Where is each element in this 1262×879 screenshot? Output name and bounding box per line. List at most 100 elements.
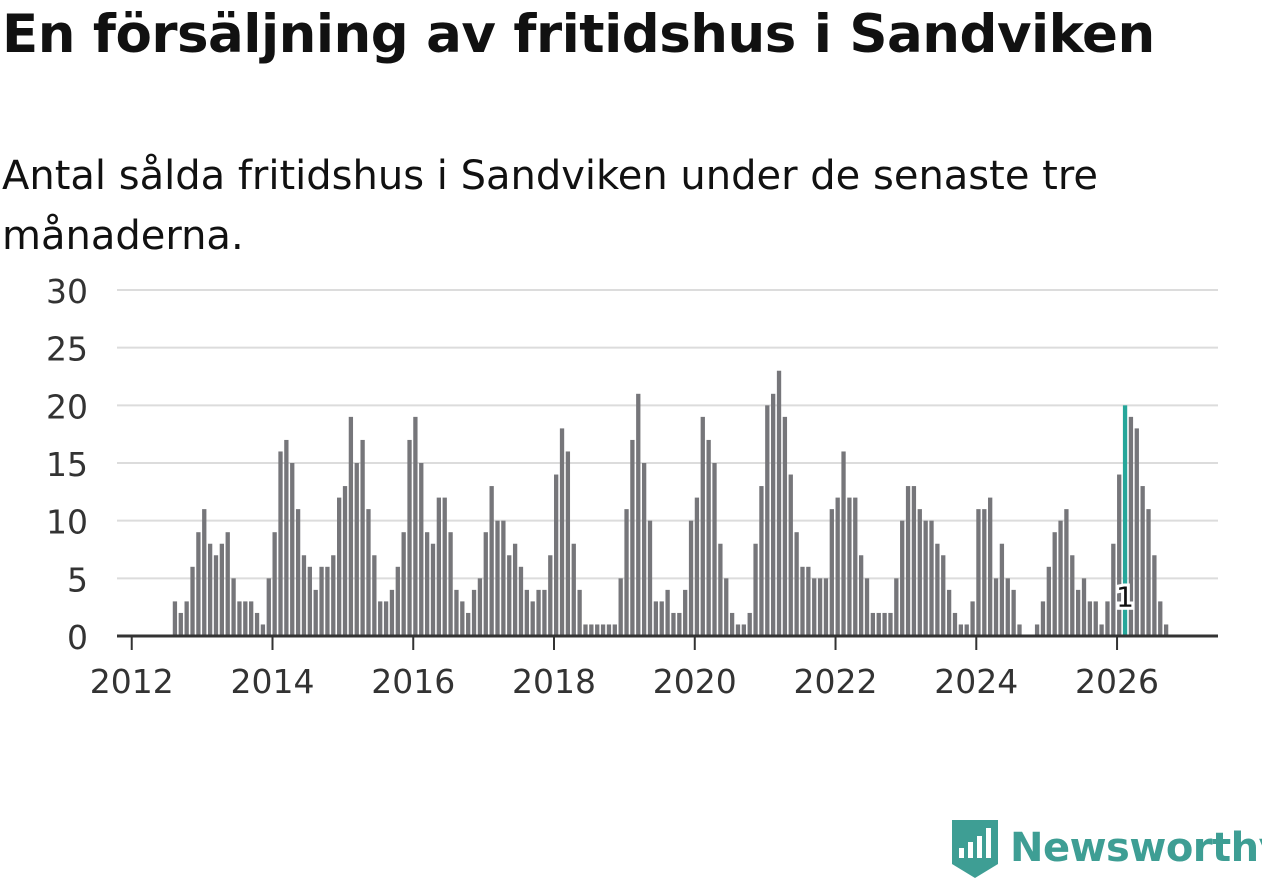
bar xyxy=(518,566,524,636)
bar xyxy=(876,612,881,636)
bar xyxy=(759,486,764,636)
bar xyxy=(489,486,494,636)
bar xyxy=(606,624,612,636)
bar xyxy=(577,589,582,636)
bar xyxy=(266,578,271,636)
bar xyxy=(706,439,711,636)
bar xyxy=(424,532,430,636)
bar xyxy=(1011,589,1016,636)
bar xyxy=(771,393,776,636)
bar xyxy=(1081,578,1087,636)
bar xyxy=(1099,624,1104,636)
bar xyxy=(882,612,887,636)
bar xyxy=(536,589,541,636)
bar xyxy=(888,612,893,636)
bar xyxy=(1152,555,1157,636)
bar xyxy=(724,578,729,636)
bar xyxy=(782,416,788,636)
bar xyxy=(988,497,993,636)
y-axis-ticks: 0 5 10 15 20 25 30 xyxy=(46,272,88,657)
bar xyxy=(935,543,940,636)
bar xyxy=(636,393,641,636)
y-tick-label: 0 xyxy=(67,618,88,657)
bar xyxy=(354,463,359,636)
bar xyxy=(1034,624,1040,636)
bar xyxy=(970,601,975,636)
bar xyxy=(583,624,588,636)
bar xyxy=(847,497,852,636)
chart-title: En försäljning av fritidshus i Sandviken xyxy=(2,4,1155,65)
bar xyxy=(659,601,664,636)
bar xyxy=(466,612,471,636)
bar xyxy=(301,555,307,636)
x-tick-label: 2016 xyxy=(371,662,455,700)
bar xyxy=(1105,601,1110,636)
bar xyxy=(700,416,705,636)
bar xyxy=(448,532,453,636)
bar xyxy=(735,624,741,636)
bar xyxy=(337,497,342,636)
bar xyxy=(512,543,518,636)
y-tick-label: 10 xyxy=(46,503,88,542)
bar xyxy=(806,566,811,636)
bar xyxy=(1087,601,1093,636)
bar xyxy=(1046,566,1051,636)
bar xyxy=(383,601,389,636)
bar xyxy=(378,601,383,636)
bar xyxy=(225,532,230,636)
bar xyxy=(295,509,301,636)
bar xyxy=(612,624,617,636)
bar-chart: 0 5 10 15 20 25 30 2012 2014 2016 2018 2020 2022 202… xyxy=(46,272,1218,700)
bar xyxy=(800,566,805,636)
bar xyxy=(342,486,348,636)
bar xyxy=(618,578,623,636)
x-tick-label: 2022 xyxy=(794,662,878,700)
bar xyxy=(911,486,917,636)
bar xyxy=(501,520,506,636)
x-tick-label: 2024 xyxy=(934,662,1018,700)
bars xyxy=(172,370,1169,636)
bar xyxy=(460,601,465,636)
bar xyxy=(1070,555,1075,636)
bar xyxy=(753,543,758,636)
x-tick-label: 2014 xyxy=(230,662,314,700)
bar xyxy=(190,566,195,636)
bar xyxy=(249,601,254,636)
bar xyxy=(1058,520,1063,636)
bar xyxy=(389,589,395,636)
bar xyxy=(858,555,864,636)
y-tick-label: 25 xyxy=(46,330,88,369)
bar xyxy=(571,543,576,636)
bar xyxy=(999,543,1005,636)
bar xyxy=(237,601,242,636)
bar xyxy=(219,543,224,636)
bar xyxy=(530,601,535,636)
bar xyxy=(1158,601,1163,636)
bar xyxy=(794,532,799,636)
bar xyxy=(1146,509,1151,636)
bar xyxy=(413,416,418,636)
gridlines xyxy=(117,289,1218,580)
bar xyxy=(184,601,189,636)
bar xyxy=(477,578,483,636)
bar xyxy=(712,463,717,636)
chart-subtitle: Antal sålda fritidshus i Sandviken under… xyxy=(2,153,1099,259)
bar xyxy=(1005,578,1010,636)
bar xyxy=(941,555,946,636)
annotation-label: 1 xyxy=(1116,580,1134,613)
bar xyxy=(1064,509,1069,636)
bar xyxy=(923,520,928,636)
bar xyxy=(589,624,594,636)
y-tick-label: 5 xyxy=(67,560,88,599)
bar xyxy=(718,543,723,636)
bar xyxy=(507,555,512,636)
y-tick-label: 30 xyxy=(46,272,88,311)
y-tick-label: 15 xyxy=(46,445,88,484)
bar xyxy=(542,589,547,636)
bar xyxy=(213,555,219,636)
bar xyxy=(178,612,183,636)
bar xyxy=(958,624,963,636)
bar xyxy=(1017,624,1022,636)
x-tick-label: 2026 xyxy=(1075,662,1159,700)
bar xyxy=(1111,543,1116,636)
